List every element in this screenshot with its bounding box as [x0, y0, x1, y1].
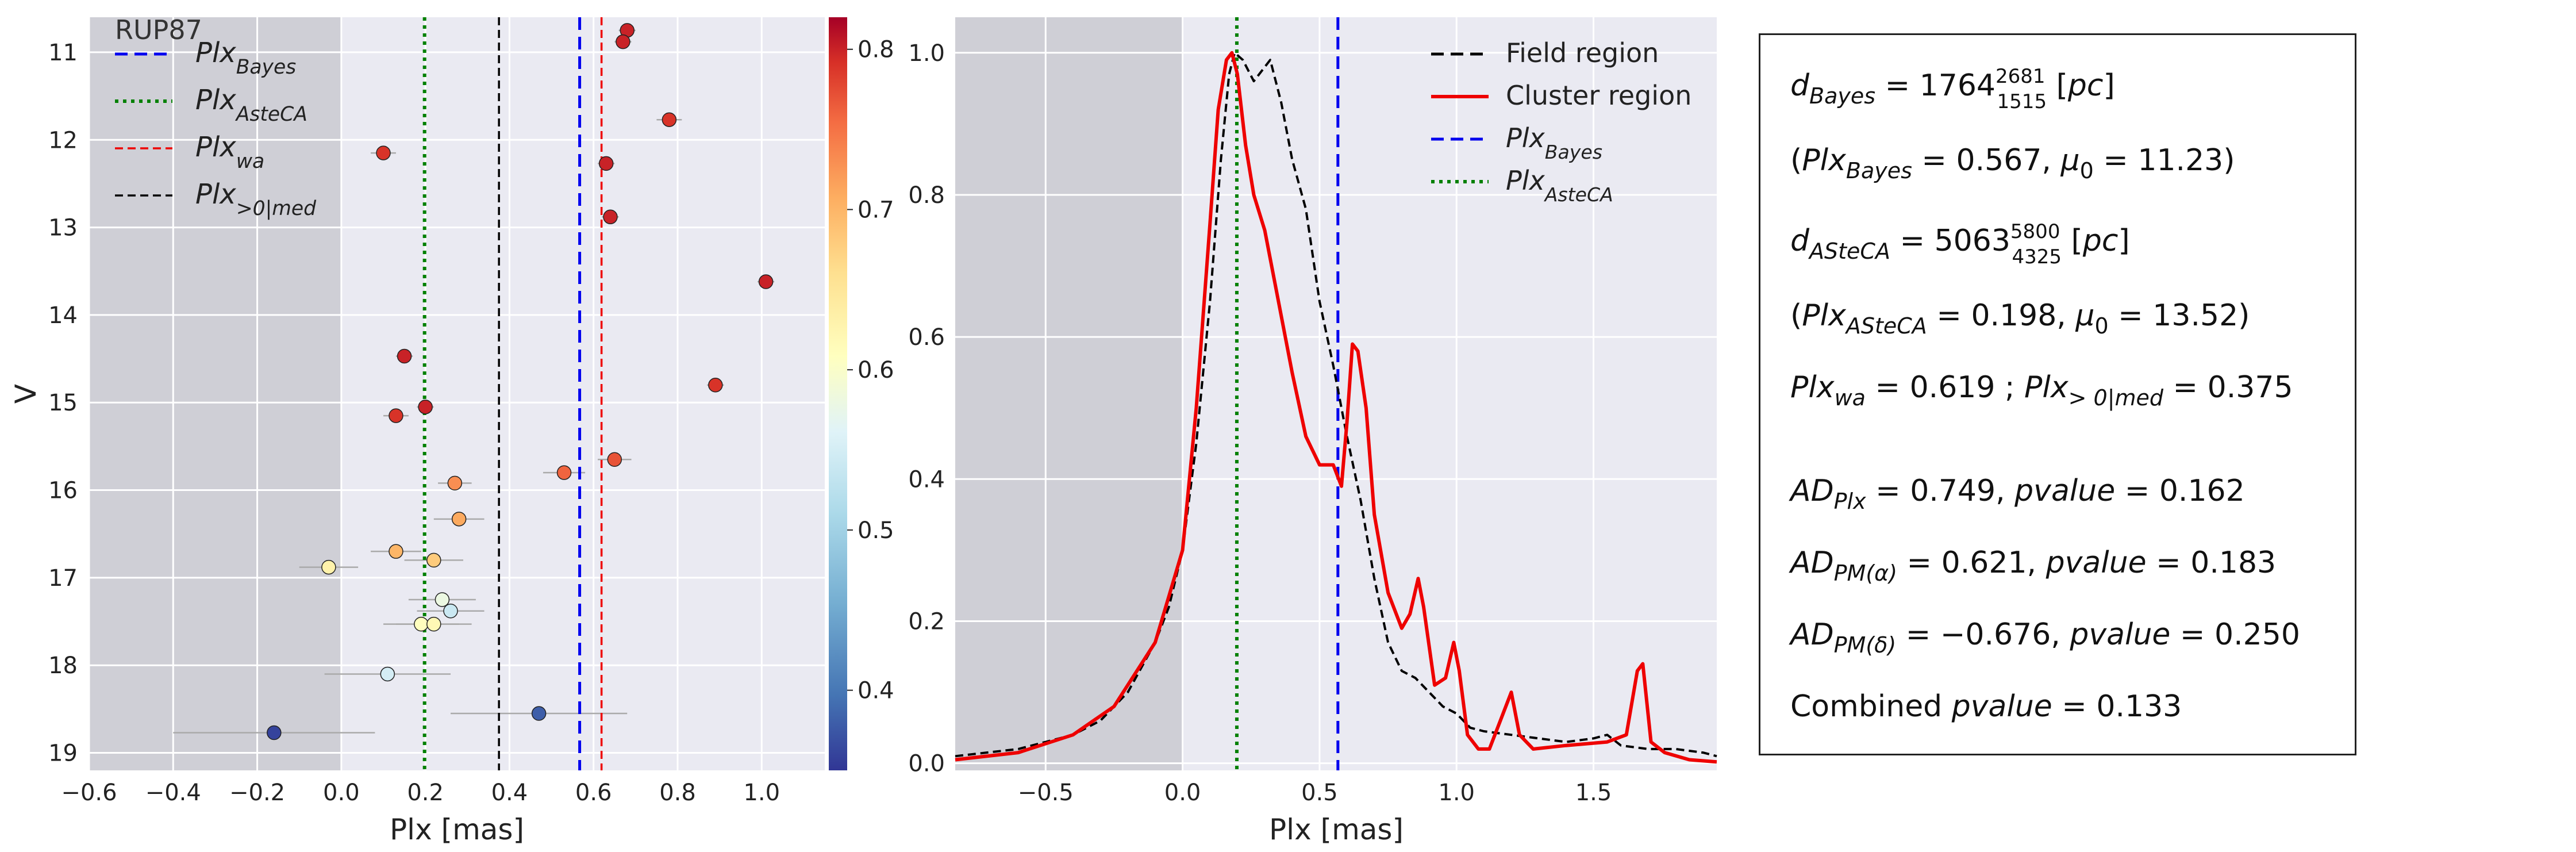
- middle-x-axis-label: Plx [mas]: [1269, 813, 1404, 846]
- middle-legend: Field region Cluster region PlxBayesPlxAst…: [1431, 37, 1691, 206]
- stats-line: dBayes = 17642681 1515 [pc]: [1790, 65, 2115, 113]
- star-point: [389, 408, 403, 423]
- legend-label: Plxwa: [195, 131, 264, 173]
- star-point: [321, 559, 336, 575]
- star-point: [447, 475, 463, 491]
- x-tick-label: −0.6: [61, 780, 117, 806]
- x-tick-label: −0.2: [229, 780, 285, 806]
- star-point: [426, 552, 441, 568]
- x-tick-label: 0.0: [1164, 780, 1201, 806]
- legend-label: Field region: [1506, 37, 1659, 68]
- stats-line: ADPM(δ) = −0.676, pvalue = 0.250: [1789, 617, 2300, 658]
- y-tick-label: 14: [48, 302, 78, 329]
- star-point: [607, 452, 622, 467]
- colorbar-tick-label: 0.7: [858, 197, 894, 223]
- y-tick-label: 18: [48, 653, 78, 679]
- star-point: [708, 378, 723, 393]
- probability-colorbar: 0.4 0.5 0.6 0.7 0.8: [829, 17, 894, 770]
- x-tick-label: −0.4: [145, 780, 201, 806]
- negative-parallax-shade: [955, 17, 1183, 770]
- left-legend: PlxBayes PlxAsteCA Plxwa Plx>0|med: [115, 37, 317, 220]
- star-point: [451, 512, 467, 527]
- y-tick-label: 19: [48, 740, 78, 767]
- left-x-axis-label: Plx [mas]: [390, 813, 524, 846]
- star-point: [556, 465, 572, 480]
- y-tick-label: 1.0: [908, 40, 945, 67]
- star-point: [598, 156, 614, 171]
- y-tick-label: 16: [48, 478, 78, 504]
- y-tick-label: 0.0: [908, 751, 945, 777]
- stats-line: dASteCA = 50635800 4325 [pc]: [1790, 220, 2130, 268]
- colorbar-gradient: [829, 17, 847, 770]
- y-tick-label: 11: [48, 40, 78, 66]
- x-tick-label: 0.5: [1301, 780, 1338, 806]
- legend-label: PlxAsteCA: [1506, 165, 1613, 206]
- legend-label: PlxBayes: [195, 37, 296, 79]
- star-point: [389, 544, 403, 559]
- x-tick-label: 0.8: [659, 780, 696, 806]
- colorbar-tick-label: 0.4: [858, 678, 894, 704]
- y-tick-label: 12: [48, 127, 78, 153]
- star-point: [267, 725, 282, 740]
- negative-parallax-shade: [89, 17, 341, 770]
- x-tick-label: 1.0: [743, 780, 780, 806]
- star-point: [380, 666, 395, 682]
- statistics-text: dBayes = 17642681 1515 [pc] (PlxBayes = 0.…: [1789, 65, 2300, 724]
- stats-line: Plxwa = 0.619 ; Plx> 0|med = 0.375: [1790, 370, 2293, 411]
- stats-line: (PlxBayes = 0.567, μ0 = 11.23): [1790, 143, 2235, 183]
- x-tick-label: 0.2: [407, 780, 444, 806]
- star-point: [616, 34, 630, 49]
- x-tick-label: 0.6: [575, 780, 612, 806]
- colorbar-tick-label: 0.8: [858, 37, 894, 63]
- x-tick-label: −0.5: [1018, 780, 1074, 806]
- y-tick-label: 15: [48, 390, 78, 416]
- star-point: [603, 209, 618, 225]
- y-tick-label: 0.4: [908, 466, 945, 493]
- colorbar-tick-label: 0.5: [858, 517, 894, 544]
- y-tick-label: 0.6: [908, 324, 945, 351]
- stats-line: Combined pvalue = 0.133: [1790, 689, 2182, 724]
- star-point: [758, 274, 774, 289]
- statistics-box: dBayes = 17642681 1515 [pc] (PlxBayes = 0.…: [1759, 33, 2356, 755]
- star-point: [426, 616, 441, 632]
- y-tick-label: 0.2: [908, 608, 945, 635]
- star-point: [531, 706, 547, 721]
- star-point: [414, 616, 429, 632]
- stats-line: ADPM(α) = 0.621, pvalue = 0.183: [1789, 546, 2276, 586]
- star-point: [376, 145, 391, 160]
- x-tick-label: 0.4: [491, 780, 528, 806]
- left-cluster-label: RUP87: [115, 14, 202, 45]
- x-tick-label: 1.0: [1438, 780, 1475, 806]
- legend-label: Plx>0|med: [195, 178, 317, 220]
- x-tick-label: 0.0: [323, 780, 360, 806]
- stats-line: (PlxASteCA = 0.198, μ0 = 13.52): [1790, 298, 2250, 339]
- stats-line: ADPlx = 0.749, pvalue = 0.162: [1789, 474, 2245, 514]
- left-scatter-plot: −0.6 −0.4 −0.2 0.0 0.2 0.4 0.6 0.8 1.0 11 12 13 14 1…: [9, 14, 825, 846]
- legend-label: Cluster region: [1506, 80, 1691, 111]
- legend-label: PlxAsteCA: [195, 84, 307, 126]
- y-tick-label: 0.8: [908, 182, 945, 209]
- star-point: [418, 400, 433, 415]
- x-tick-label: 1.5: [1575, 780, 1612, 806]
- colorbar-tick-label: 0.6: [858, 357, 894, 383]
- star-point: [397, 348, 412, 364]
- series-line-cluster-region: [955, 51, 1717, 764]
- y-tick-label: 17: [48, 565, 78, 592]
- star-point: [443, 604, 458, 619]
- star-point: [435, 592, 450, 607]
- middle-density-plot: −0.5 0.0 0.5 1.0 1.5 0.0 0.2 0.4 0.6 0.8 1.0 Fiel…: [908, 17, 1717, 846]
- left-y-axis-label: V: [9, 384, 43, 404]
- legend-label: PlxBayes: [1506, 122, 1602, 163]
- y-tick-label: 13: [48, 215, 78, 241]
- star-point: [662, 112, 677, 127]
